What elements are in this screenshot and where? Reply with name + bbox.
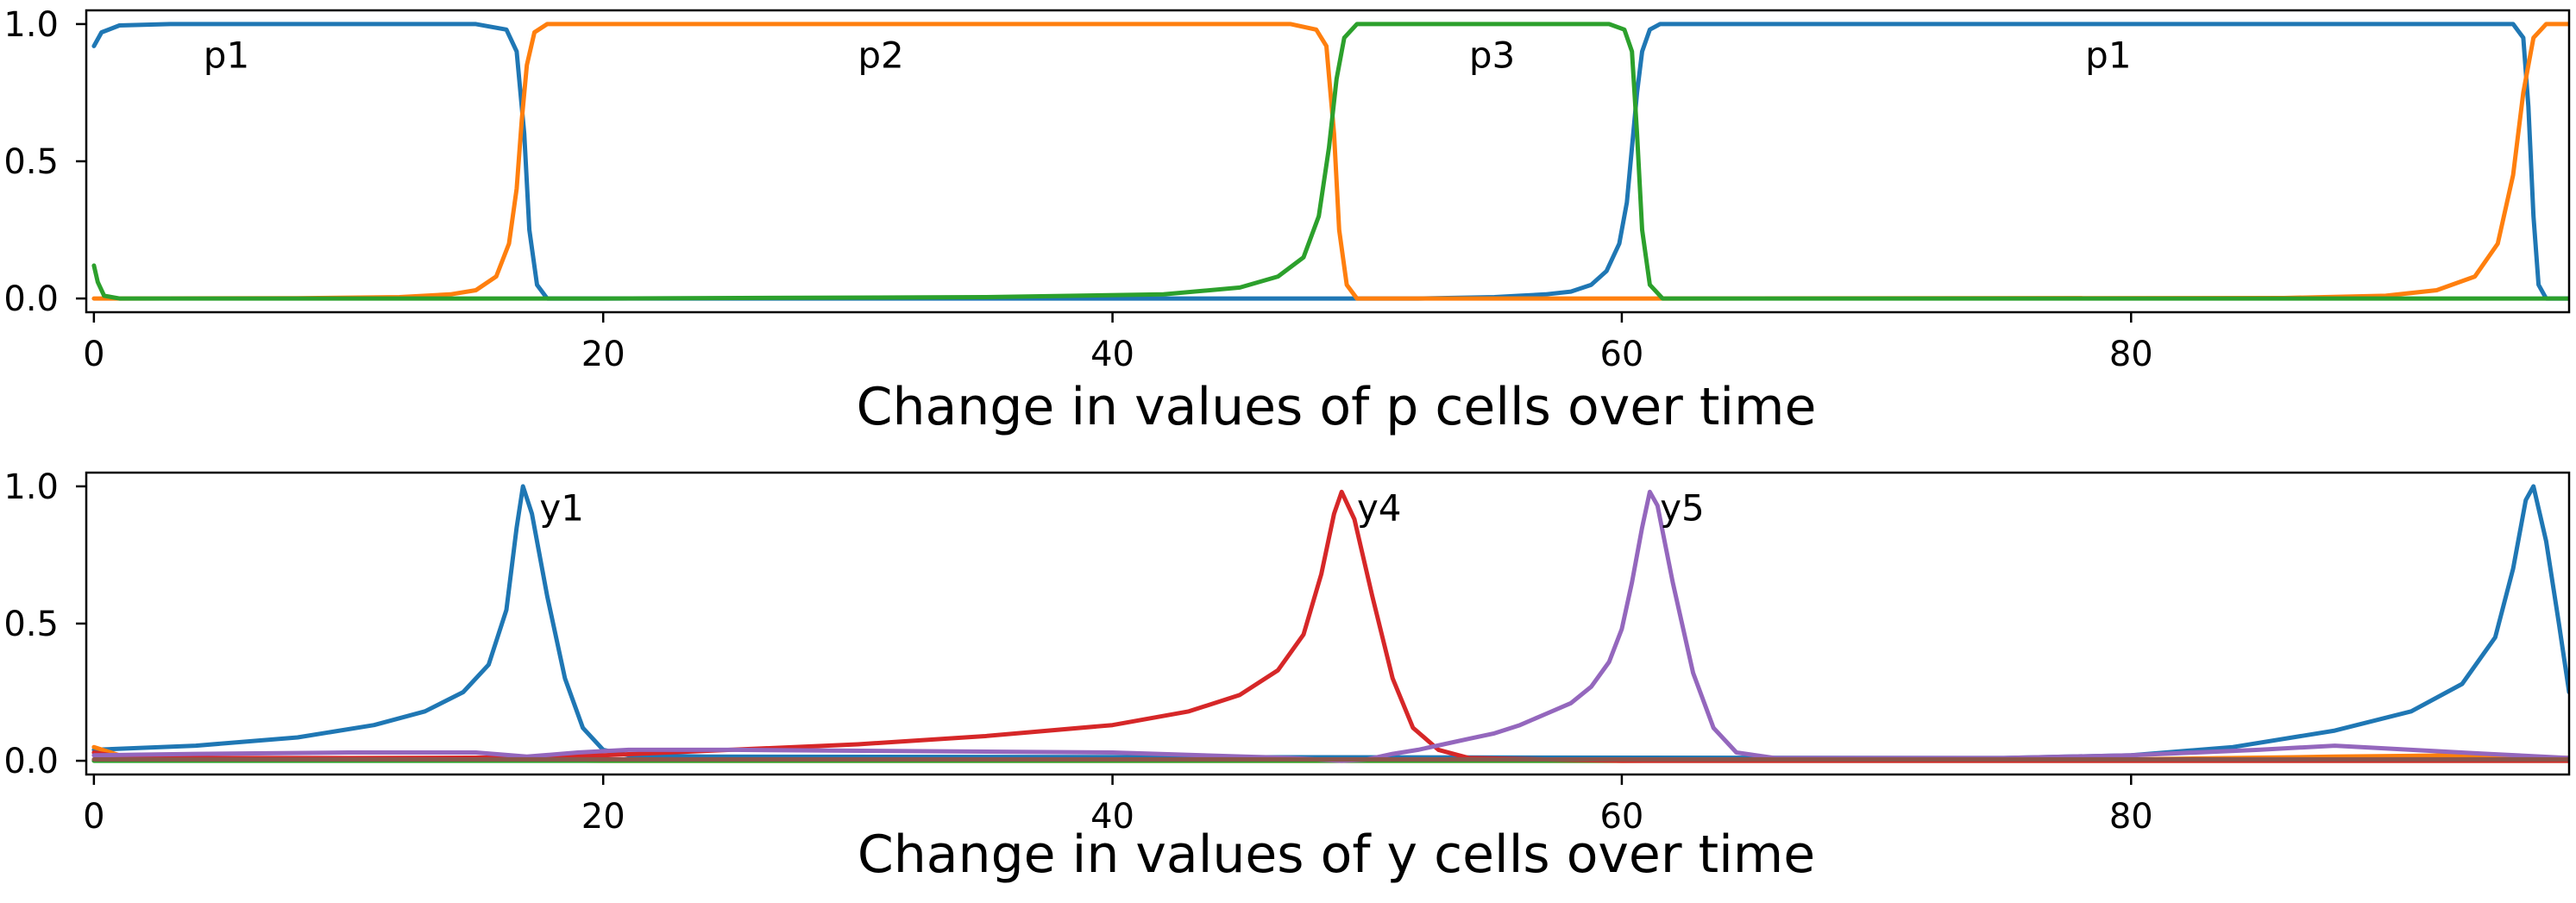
p-cells-ytick-label: 1.0 <box>3 5 59 45</box>
y-cells-xtick-label: 60 <box>1599 797 1643 837</box>
y-cells-series-line-4 <box>91 489 2569 763</box>
y-cells-xlabel: Change in values of y cells over time <box>858 825 1815 885</box>
y-cells-xtick-label: 20 <box>581 797 625 837</box>
y-cells-panel: 0 20 40 60 80 0.0 0.5 1.0 y1 y4 y5 Change in values… <box>3 467 2571 885</box>
y-cells-xtick-label: 80 <box>2109 797 2153 837</box>
y-cells-annotation: y5 <box>1660 486 1705 529</box>
p-cells-series-line-3 <box>91 22 2569 301</box>
y-cells-ytick-label: 0.5 <box>3 605 59 644</box>
y-cells-xtick-label: 0 <box>83 797 104 837</box>
y-cells-annotation: y1 <box>539 486 584 529</box>
p-cells-ytick-label: 0.5 <box>3 142 59 182</box>
p-cells-panel: 0 20 40 60 80 0.0 0.5 1.0 p1 p2 p3 p1 Change in valu… <box>3 5 2571 437</box>
y-cells-annotation: y4 <box>1357 486 1402 529</box>
p-cells-annotation: p2 <box>858 34 903 77</box>
p-cells-series-line-2 <box>91 22 2569 301</box>
y-cells-series-group <box>91 484 2569 763</box>
y-cells-ytick-label: 0.0 <box>3 742 59 781</box>
p-cells-xlabel: Change in values of p cells over time <box>857 377 1817 437</box>
y-cells-xtick-label: 40 <box>1090 797 1134 837</box>
p-cells-xtick-label: 80 <box>2109 335 2153 374</box>
p-cells-xtick-label: 20 <box>581 335 625 374</box>
p-cells-annotation: p1 <box>204 34 249 77</box>
p-cells-annotation: p1 <box>2085 34 2131 77</box>
y-cells-ytick-label: 1.0 <box>3 467 59 507</box>
p-cells-annotation: p3 <box>1469 34 1515 77</box>
p-cells-xtick-label: 40 <box>1090 335 1134 374</box>
p-cells-xtick-label: 0 <box>83 335 104 374</box>
p-cells-series-group <box>91 22 2569 301</box>
p-cells-xtick-label: 60 <box>1599 335 1643 374</box>
p-cells-ytick-label: 0.0 <box>3 279 59 319</box>
p-cells-series-line-1 <box>91 22 2569 301</box>
y-cells-axes-frame <box>85 471 2571 776</box>
